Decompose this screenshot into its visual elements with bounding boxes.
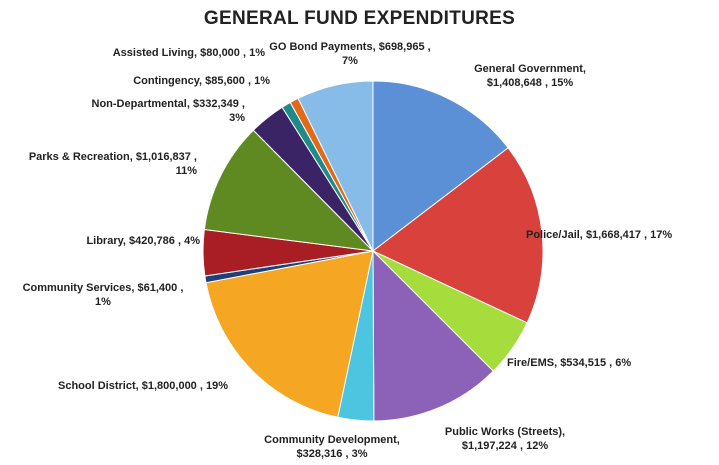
slice-label-4: Community Development, $328,316 , 3%: [264, 434, 400, 460]
slice-label-percent: 12%: [526, 440, 549, 452]
slice-label-name: Contingency,: [133, 75, 203, 87]
slice-label-amount: $534,515: [560, 357, 607, 369]
slice-label-percent: 1%: [95, 296, 111, 308]
slice-label-0: General Government, $1,408,648 , 15%: [474, 63, 586, 89]
slice-label-name: Community Services,: [22, 282, 135, 294]
slice-label-percent: 15%: [551, 77, 574, 89]
pie-slice-8: [203, 129, 375, 252]
slice-label-percent: 19%: [205, 380, 229, 392]
slice-label-name: Public Works (Streets),: [444, 426, 566, 438]
slice-label-amount: $61,400: [137, 282, 178, 294]
slice-label-percent: 6%: [615, 357, 632, 369]
slice-label-1: Police/Jail, $1,668,417 , 17%: [526, 229, 673, 241]
slice-label-name: General Government,: [474, 63, 586, 75]
slice-label-8: Parks & Recreation, $1,016,837 , 11%: [28, 151, 197, 177]
slice-label-percent: 17%: [650, 229, 673, 241]
slice-label-11: Assisted Living, $80,000 , 1%: [112, 47, 265, 59]
slice-label-name: School District,: [58, 380, 139, 392]
slice-label-percent: 1%: [249, 47, 265, 59]
slice-label-amount: $420,786: [129, 235, 175, 247]
pie-slice-12: [297, 80, 374, 252]
slice-label-amount: $698,965: [378, 41, 425, 53]
slice-label-6: Community Services, $61,400 , 1%: [22, 282, 184, 308]
slice-label-name: Community Development,: [264, 434, 400, 446]
chart-title: GENERAL FUND EXPENDITURES: [203, 8, 516, 29]
slice-label-name: Parks & Recreation,: [28, 151, 133, 163]
slice-label-amount: $1,668,417: [585, 229, 641, 241]
slice-label-9: Non-Departmental, $332,349 , 3%: [91, 98, 245, 124]
slice-label-percent: 1%: [254, 75, 270, 87]
slice-label-amount: $1,800,000: [141, 380, 197, 392]
slice-label-percent: 7%: [342, 55, 358, 67]
slice-label-10: Contingency, $85,600 , 1%: [133, 75, 270, 87]
slice-label-amount: $332,349: [192, 98, 239, 110]
slice-label-percent: 3%: [351, 448, 368, 460]
slice-label-12: GO Bond Payments, $698,965 , 7%: [269, 41, 431, 67]
slice-label-percent: 4%: [184, 235, 200, 247]
slice-label-amount: $80,000: [200, 47, 240, 59]
slice-label-amount: $1,197,224: [461, 440, 517, 452]
slice-label-percent: 3%: [229, 112, 245, 124]
slice-label-name: Non-Departmental,: [91, 98, 190, 110]
slice-label-name: Fire/EMS,: [507, 357, 558, 369]
slice-label-amount: $1,016,837: [135, 151, 191, 163]
slice-label-amount: $328,316: [296, 448, 343, 460]
pie-slice-5: [205, 250, 374, 418]
slice-label-name: Library,: [86, 235, 126, 247]
pie-slice-1: [372, 147, 544, 324]
slice-label-5: School District, $1,800,000 , 19%: [58, 380, 229, 392]
pie-slice-3: [372, 249, 494, 422]
slice-label-amount: $1,408,648: [486, 77, 542, 89]
slice-label-amount: $85,600: [205, 75, 245, 87]
slice-label-name: GO Bond Payments,: [269, 41, 376, 53]
slice-label-percent: 11%: [175, 165, 197, 177]
slice-label-2: Fire/EMS, $534,515 , 6%: [507, 357, 632, 369]
slice-label-name: Assisted Living,: [112, 47, 198, 59]
slice-label-3: Public Works (Streets), $1,197,224 , 12%: [444, 426, 566, 452]
pie-slice-0: [372, 80, 509, 253]
slice-label-7: Library, $420,786 , 4%: [86, 235, 200, 247]
slice-label-name: Police/Jail,: [526, 229, 583, 241]
